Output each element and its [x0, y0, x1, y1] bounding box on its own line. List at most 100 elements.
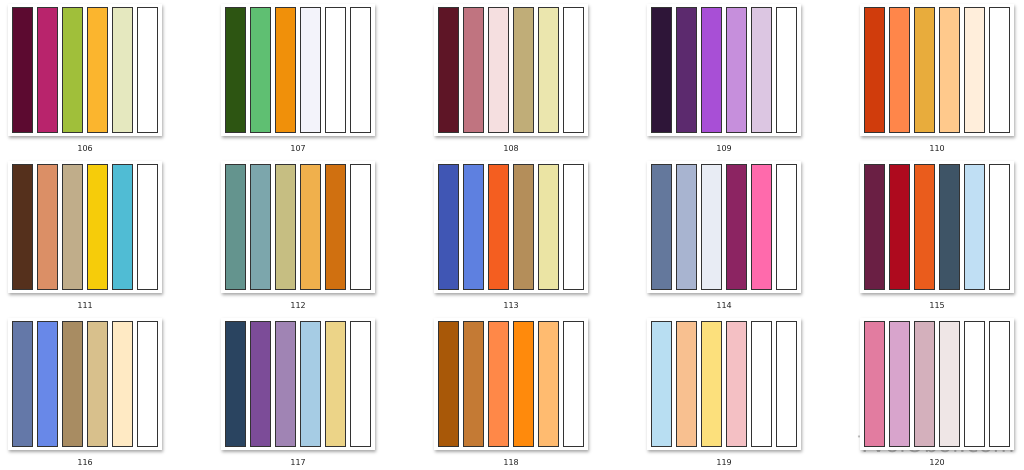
color-swatch [488, 7, 509, 133]
thumbnail[interactable] [434, 4, 588, 136]
thumbnail-label: 113 [503, 301, 519, 310]
color-swatch [37, 321, 58, 447]
color-swatch [463, 321, 484, 447]
color-swatch [964, 7, 985, 133]
color-swatch [463, 7, 484, 133]
color-swatch [275, 321, 296, 447]
color-swatch [914, 164, 935, 290]
color-swatch [726, 321, 747, 447]
thumbnail[interactable] [860, 4, 1014, 136]
thumbnail-label: 109 [716, 144, 732, 153]
color-swatch [864, 164, 885, 290]
color-swatch [250, 164, 271, 290]
thumbnail-label: 108 [503, 144, 519, 153]
color-swatch [62, 321, 83, 447]
color-swatch [701, 7, 722, 133]
color-swatch [701, 164, 722, 290]
color-swatch [513, 7, 534, 133]
color-swatch [989, 164, 1010, 290]
color-swatch [726, 7, 747, 133]
thumbnail[interactable] [8, 161, 162, 293]
color-swatch [87, 321, 108, 447]
color-swatch [676, 321, 697, 447]
thumbnail[interactable] [221, 318, 375, 450]
color-swatch [776, 7, 797, 133]
thumbnail-label: 115 [929, 301, 945, 310]
color-swatch [939, 7, 960, 133]
color-swatch [112, 321, 133, 447]
thumbnail[interactable] [434, 161, 588, 293]
thumbnail-label: 116 [77, 458, 93, 467]
color-swatch [12, 164, 33, 290]
color-swatch [225, 7, 246, 133]
color-swatch [538, 321, 559, 447]
color-swatch [300, 164, 321, 290]
color-swatch [964, 164, 985, 290]
color-swatch [350, 7, 371, 133]
color-swatch [676, 164, 697, 290]
color-swatch [989, 321, 1010, 447]
thumbnail[interactable] [647, 161, 801, 293]
thumbnail-label: 107 [290, 144, 306, 153]
color-swatch [250, 7, 271, 133]
thumbnail[interactable] [221, 4, 375, 136]
color-swatch [939, 164, 960, 290]
color-swatch [889, 164, 910, 290]
color-swatch [87, 164, 108, 290]
color-swatch [325, 321, 346, 447]
color-swatch [87, 7, 108, 133]
thumbnail-label: 111 [77, 301, 93, 310]
color-swatch [350, 164, 371, 290]
color-swatch [864, 321, 885, 447]
color-swatch [12, 321, 33, 447]
thumbnail-label: 118 [503, 458, 519, 467]
color-swatch [751, 164, 772, 290]
color-swatch [914, 321, 935, 447]
color-swatch [989, 7, 1010, 133]
color-swatch [12, 7, 33, 133]
color-swatch [488, 164, 509, 290]
thumbnail[interactable] [647, 318, 801, 450]
color-swatch [651, 164, 672, 290]
color-swatch [651, 7, 672, 133]
thumbnail[interactable] [860, 161, 1014, 293]
color-swatch [563, 164, 584, 290]
color-swatch [914, 7, 935, 133]
thumbnail[interactable] [647, 4, 801, 136]
thumbnail-label: 106 [77, 144, 93, 153]
color-swatch [751, 7, 772, 133]
color-swatch [726, 164, 747, 290]
color-swatch [889, 321, 910, 447]
color-swatch [112, 7, 133, 133]
color-swatch [751, 321, 772, 447]
thumbnail[interactable] [860, 318, 1014, 450]
color-swatch [964, 321, 985, 447]
thumbnail-label: 110 [929, 144, 945, 153]
color-swatch [438, 164, 459, 290]
color-swatch [488, 321, 509, 447]
color-swatch [37, 164, 58, 290]
color-swatch [137, 7, 158, 133]
color-swatch [513, 164, 534, 290]
thumbnail[interactable] [221, 161, 375, 293]
color-swatch [538, 7, 559, 133]
thumbnail[interactable] [8, 318, 162, 450]
color-swatch [325, 164, 346, 290]
thumbnail-label: 119 [716, 458, 732, 467]
color-swatch [676, 7, 697, 133]
thumbnail-label: 112 [290, 301, 306, 310]
color-swatch [137, 164, 158, 290]
color-swatch [701, 321, 722, 447]
color-swatch [112, 164, 133, 290]
thumbnail-label: 114 [716, 301, 732, 310]
color-swatch [939, 321, 960, 447]
color-swatch [300, 7, 321, 133]
color-swatch [137, 321, 158, 447]
color-swatch [350, 321, 371, 447]
color-swatch [463, 164, 484, 290]
color-swatch [438, 7, 459, 133]
thumbnail[interactable] [434, 318, 588, 450]
thumbnail[interactable] [8, 4, 162, 136]
color-swatch [225, 321, 246, 447]
